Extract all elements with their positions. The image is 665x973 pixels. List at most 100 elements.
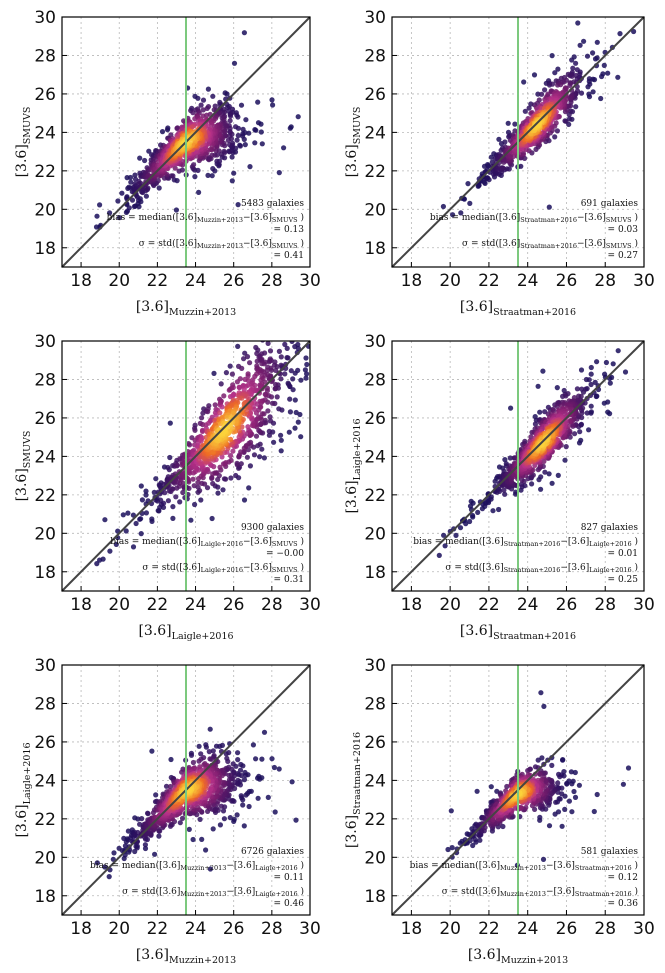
- y-axis-label: [3.6]SMUVS: [14, 107, 33, 178]
- x-tick-label: 30: [299, 271, 321, 291]
- data-point: [295, 419, 301, 425]
- data-point: [227, 129, 233, 135]
- data-point: [177, 499, 183, 505]
- data-point: [235, 202, 241, 208]
- data-point: [546, 204, 552, 210]
- data-point: [610, 361, 616, 367]
- data-point: [143, 193, 149, 199]
- data-point: [265, 794, 271, 801]
- data-point: [132, 172, 138, 178]
- data-point: [562, 806, 568, 813]
- data-point: [278, 448, 284, 454]
- data-point: [163, 783, 170, 789]
- data-point: [237, 767, 244, 773]
- data-point: [569, 57, 575, 63]
- data-point: [197, 816, 203, 823]
- data-point: [218, 381, 224, 387]
- data-point: [292, 370, 298, 376]
- data-point: [269, 400, 276, 406]
- data-point: [227, 118, 233, 124]
- data-point: [176, 168, 182, 174]
- data-point: [485, 163, 491, 169]
- data-point: [106, 874, 112, 880]
- data-point: [504, 166, 510, 172]
- data-point: [255, 795, 261, 801]
- data-point: [599, 73, 605, 80]
- data-point: [205, 409, 211, 415]
- data-point: [227, 133, 233, 139]
- data-point: [210, 471, 216, 477]
- x-tick-label: 24: [185, 595, 207, 615]
- data-point: [244, 354, 251, 360]
- data-point: [488, 784, 494, 790]
- data-point: [234, 460, 240, 466]
- data-point: [142, 842, 148, 848]
- data-point: [549, 762, 555, 769]
- sigma-value: = 0.41: [274, 251, 304, 261]
- data-point: [554, 128, 561, 134]
- scatter-panel-4: 18 20 22 24 26 28 3018202224262830[3.6]Straatm…: [344, 332, 655, 642]
- data-point: [601, 62, 607, 68]
- data-point: [470, 500, 476, 506]
- x-axis-label: [3.6]Muzzin+2013: [136, 947, 236, 966]
- y-tick-label: 18: [364, 563, 386, 583]
- data-point: [450, 212, 456, 218]
- data-point: [563, 444, 569, 450]
- data-point: [502, 491, 508, 497]
- data-point: [603, 359, 610, 366]
- data-point: [556, 771, 562, 778]
- data-point: [240, 126, 246, 132]
- data-point: [229, 154, 235, 160]
- data-point: [226, 148, 232, 154]
- data-point: [588, 371, 594, 377]
- data-point: [255, 99, 261, 105]
- data-point: [268, 367, 274, 373]
- data-point: [174, 462, 180, 468]
- data-point: [267, 348, 274, 354]
- data-point: [531, 72, 538, 78]
- data-point: [253, 433, 260, 439]
- data-point: [457, 525, 464, 531]
- data-point: [245, 424, 251, 430]
- x-tick-label: 26: [223, 919, 245, 939]
- data-point: [200, 107, 206, 113]
- data-point: [207, 418, 213, 424]
- y-tick-label: 26: [34, 733, 56, 753]
- data-point: [134, 843, 140, 849]
- bias-formula: bias = median([3.6]Laigle+2016−[3.6]SMUV…: [110, 536, 304, 548]
- data-point: [166, 467, 172, 473]
- data-point: [179, 769, 185, 775]
- data-point: [282, 371, 288, 377]
- data-point: [287, 409, 293, 415]
- data-point: [528, 434, 534, 440]
- data-point: [224, 414, 230, 420]
- x-tick-label: 24: [185, 271, 207, 291]
- bias-formula: bias = median([3.6]Straatman+2016−[3.6]L…: [413, 536, 638, 548]
- data-point: [512, 121, 518, 127]
- data-point: [221, 816, 227, 822]
- data-point: [281, 327, 286, 332]
- data-point: [555, 472, 561, 478]
- data-point: [586, 91, 592, 97]
- data-point: [278, 362, 284, 368]
- y-tick-label: 22: [364, 486, 386, 506]
- data-point: [552, 134, 558, 140]
- data-point: [259, 335, 264, 340]
- data-point: [149, 748, 155, 754]
- data-point: [594, 359, 600, 365]
- data-point: [535, 91, 541, 97]
- data-point: [278, 331, 283, 336]
- data-point: [553, 120, 559, 126]
- data-point: [228, 453, 234, 459]
- data-point: [293, 817, 299, 823]
- y-tick-label: 20: [34, 200, 56, 220]
- data-point: [467, 518, 473, 525]
- x-tick-label: 20: [439, 271, 461, 291]
- data-point: [458, 210, 464, 216]
- x-axis-label: [3.6]Straatman+2016: [460, 623, 576, 642]
- data-point: [230, 384, 236, 391]
- data-point: [238, 102, 245, 108]
- data-point: [570, 65, 576, 71]
- x-tick-label: 30: [633, 595, 655, 615]
